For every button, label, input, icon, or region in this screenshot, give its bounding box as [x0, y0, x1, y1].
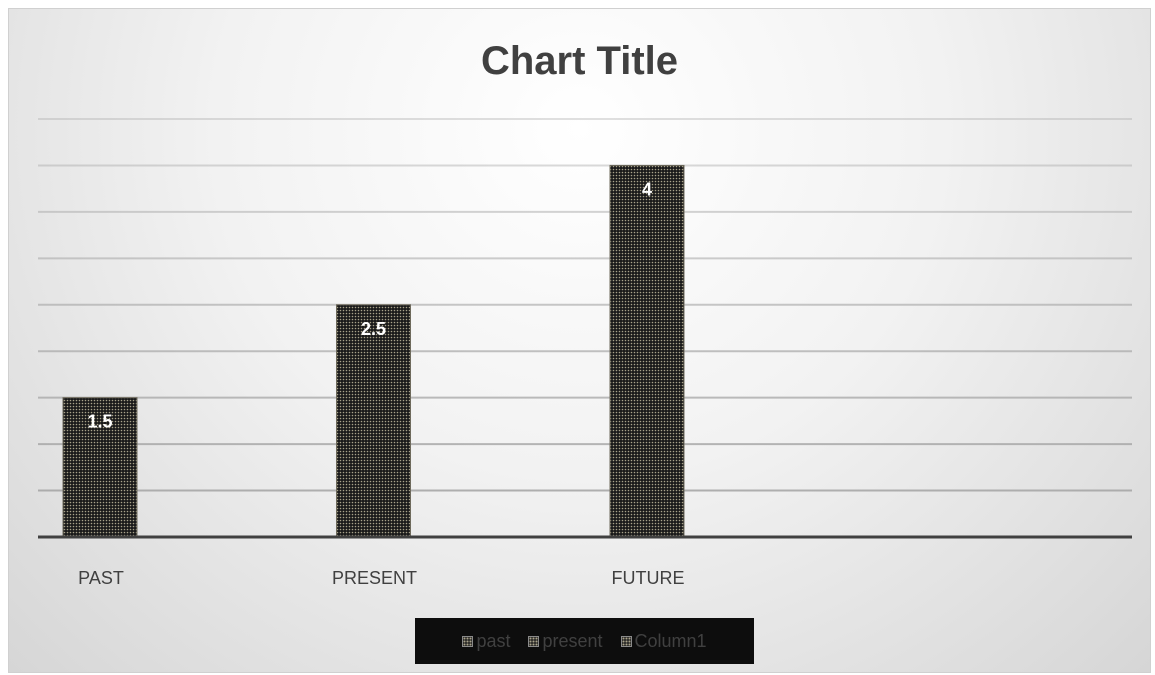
- legend-label: past: [476, 630, 511, 651]
- gridlines: [38, 118, 1132, 492]
- legend-swatch-icon: [528, 635, 540, 647]
- bars: [62, 164, 685, 538]
- category-label: FUTURE: [612, 568, 685, 588]
- chart-title: Chart Title: [480, 39, 679, 83]
- data-label: 4: [642, 179, 652, 199]
- legend: past present Column1: [415, 618, 754, 664]
- data-label: 2.5: [361, 319, 386, 339]
- chart-area: Chart Title 1.5 2.5 4 PAST PRESENT FUTURE pa…: [8, 8, 1151, 673]
- category-labels: PAST PRESENT FUTURE: [78, 568, 684, 588]
- category-label: PAST: [78, 568, 124, 588]
- data-labels: 1.5 2.5 4: [87, 179, 652, 431]
- category-label: PRESENT: [332, 568, 417, 588]
- legend-label: present: [542, 630, 603, 651]
- bar-past: [62, 397, 138, 538]
- legend-item-past: past: [462, 631, 510, 652]
- legend-label: Column1: [634, 630, 707, 651]
- plot-area: 1.5 2.5 4 PAST PRESENT FUTURE: [38, 118, 1132, 588]
- legend-swatch-icon: [462, 635, 474, 647]
- legend-item-present: present: [528, 630, 603, 652]
- bar-future: [609, 164, 685, 538]
- legend-item-column1: Column1: [620, 630, 707, 652]
- data-label: 1.5: [87, 412, 112, 432]
- bar-present: [336, 304, 411, 538]
- legend-swatch-icon: [620, 635, 632, 647]
